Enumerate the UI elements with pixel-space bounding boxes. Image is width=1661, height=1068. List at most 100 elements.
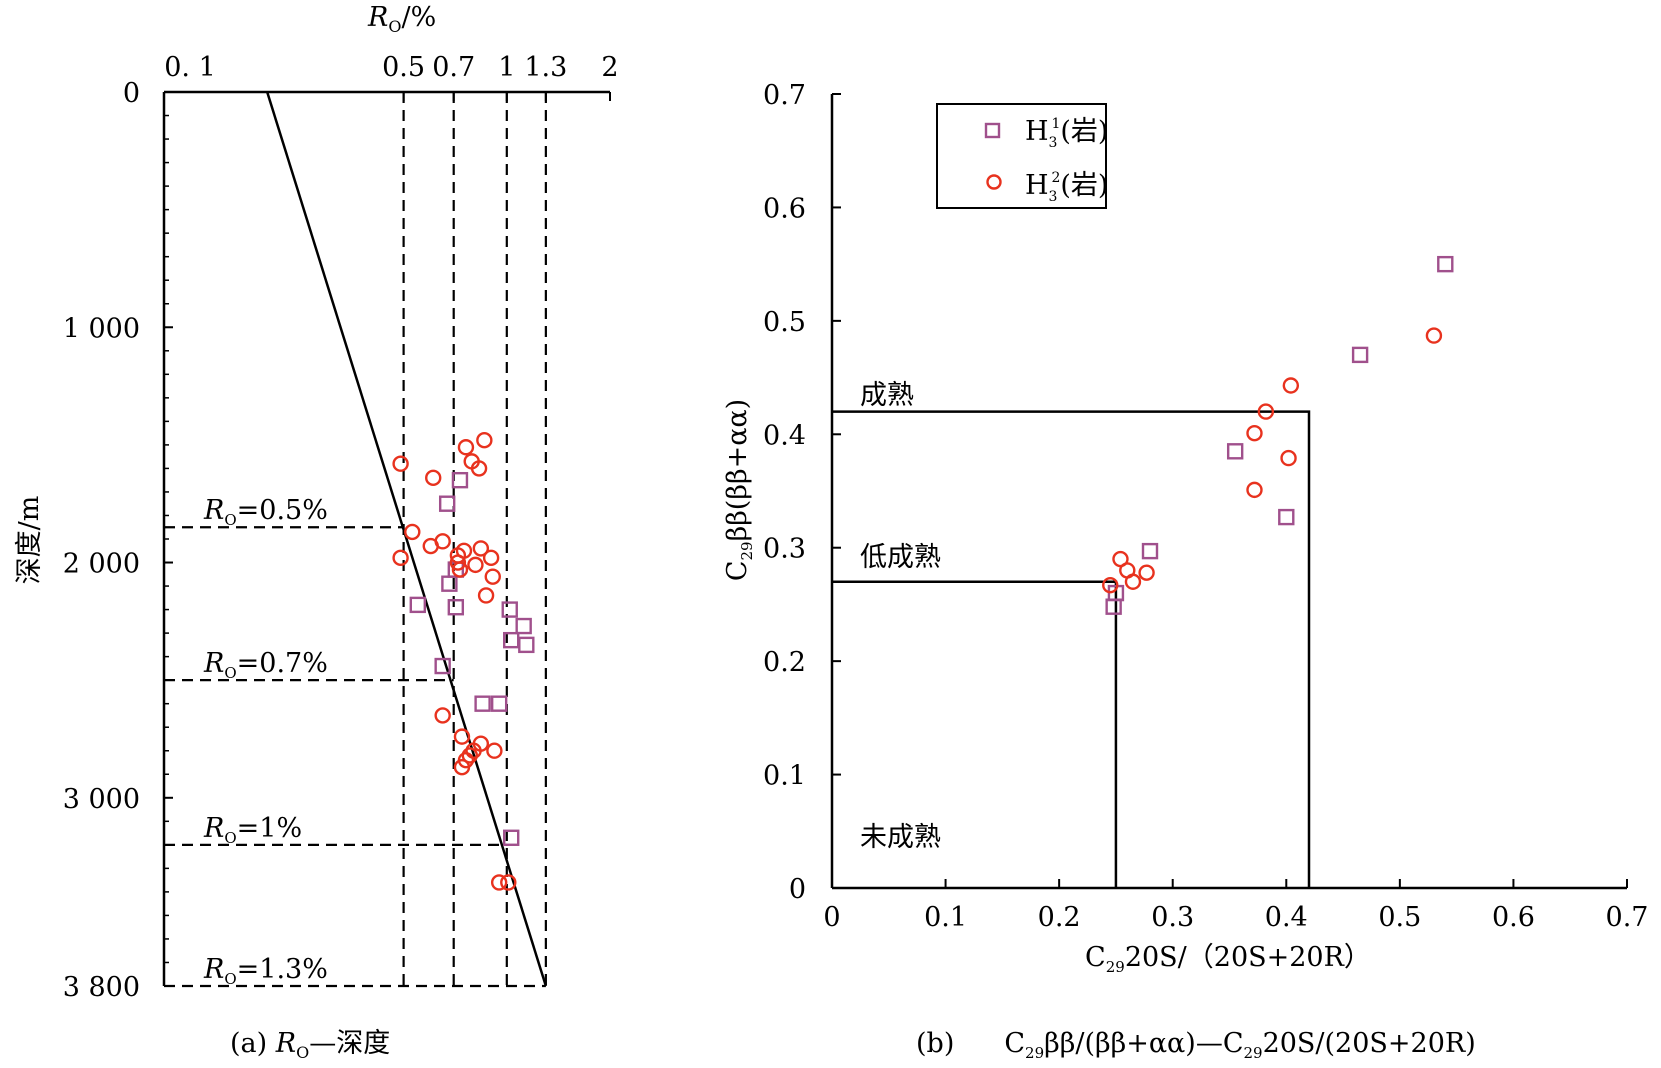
chart-a-point-square: [515, 617, 532, 635]
chart-a-y-tick-label: 1 000: [63, 313, 140, 344]
chart-a-point-circle: [470, 460, 488, 477]
chart-a-point-square: [503, 829, 520, 846]
chart-b-y-tick-label: 0.5: [763, 307, 806, 338]
chart-b-legend: H31(岩) H32(岩): [936, 103, 1108, 209]
chart-a-point-circle: [404, 523, 421, 541]
legend-circle-marker: [986, 174, 1002, 190]
legend-label-h31: H31(岩): [1025, 116, 1108, 151]
chart-b-point-circle: [1282, 377, 1300, 394]
chart-a-point-circle: [500, 874, 517, 891]
chart-b-point-square: [1105, 598, 1122, 615]
chart-b-point-square: [1437, 255, 1454, 273]
chart-a-point-circle: [449, 554, 467, 571]
chart-b-points: [1102, 255, 1454, 615]
chart-a-y-axis-title: 深度/m: [14, 496, 45, 585]
chart-b-point-circle: [1280, 449, 1297, 467]
chart-a-point-circle: [422, 537, 439, 555]
chart-a-threshold-lines: RO=0.5% RO=0.7% RO=1% RO=1.3%: [164, 495, 546, 988]
chart-b-x-axis-title: C2920S/（20S+20R）: [1085, 942, 1371, 976]
chart-b-x-tick-label: 0.3: [1151, 902, 1194, 933]
chart-b-y-tick-label: 0.6: [763, 193, 806, 224]
chart-b-caption: (b) C29ββ/(ββ+αα)—C2920S/(20S+20R): [916, 1028, 1476, 1062]
chart-b-point-circle: [1257, 403, 1275, 420]
legend-square-marker: [984, 122, 1001, 139]
chart-b-point-circle: [1124, 573, 1142, 590]
chart-b-point-square: [1278, 508, 1295, 526]
chart-a-x-tick-label: 0.7: [432, 52, 475, 83]
chart-b-y-axis-title: C29ββ(ββ+αα): [722, 399, 756, 581]
chart-b-x-tick-labels: 0 0.1 0.2 0.3 0.4 0.5 0.6 0.7: [823, 879, 1648, 933]
chart-b-point-square: [1351, 346, 1369, 364]
chart-a-y-tick-label: 0: [123, 78, 140, 109]
zone-label-mature: 成熟: [860, 380, 914, 411]
chart-a-point-square: [490, 695, 508, 712]
chart-a-point-square: [438, 495, 456, 512]
chart-a-point-circle: [476, 431, 493, 449]
chart-b: 0 0.1 0.2 0.3 0.4 0.5 0.6 0.7 0 0.1 0.2 0.3 0.4 0.5 0…: [722, 80, 1648, 1062]
chart-a-point-circle: [392, 455, 409, 472]
chart-a-threshold-label: RO=0.5%: [203, 495, 328, 529]
chart-a-point-square: [434, 657, 451, 675]
chart-a-point-circle: [472, 540, 490, 557]
chart-a-threshold-label: RO=1%: [203, 813, 302, 847]
chart-b-point-circle: [1102, 576, 1119, 594]
chart-b-x-tick-label: 0.6: [1492, 902, 1535, 933]
chart-a-x-tick-label: 1.3: [524, 52, 567, 83]
chart-b-point-square: [1226, 443, 1244, 460]
chart-b-y-tick-labels: 0 0.1 0.2 0.3 0.4 0.5 0.6 0.7: [763, 80, 841, 905]
chart-b-y-tick-label: 0.2: [763, 647, 806, 678]
chart-a-x-tick-label: 1: [498, 52, 515, 83]
chart-a-trend-line: [266, 91, 548, 987]
chart-a-point-square: [409, 596, 427, 614]
chart-a-point-circle: [467, 556, 484, 574]
chart-a-point-square: [451, 471, 469, 489]
chart-a-point-square: [501, 601, 518, 618]
chart-b-x-tick-label: 0.2: [1038, 902, 1081, 933]
chart-b-y-tick-label: 0: [789, 874, 806, 905]
chart-b-point-circle: [1425, 327, 1443, 344]
chart-a-threshold-label: RO=0.7%: [203, 648, 328, 682]
chart-b-point-circle: [1246, 481, 1263, 499]
chart-a-point-circle: [486, 742, 503, 759]
zone-label-immature: 未成熟: [860, 822, 941, 853]
chart-b-x-tick-label: 0.7: [1606, 902, 1649, 933]
chart-b-y-tick-label: 0.1: [763, 761, 806, 792]
chart-a-point-circle: [490, 874, 508, 891]
chart-b-zone-boundary: [832, 410, 1311, 888]
chart-a-point-circle: [451, 561, 469, 578]
chart-a-point-square: [447, 599, 465, 616]
chart-a-point-square: [474, 695, 491, 712]
chart-a-point-circle: [453, 759, 471, 776]
chart-b-y-tick-label: 0.4: [763, 420, 806, 451]
chart-b-zone-boundaries: [832, 410, 1311, 888]
chart-b-point-circle: [1246, 424, 1263, 442]
legend-box: [936, 103, 1107, 209]
chart-a-y-tick-label: 3 800: [63, 972, 140, 1003]
zone-label-low-mature: 低成熟: [860, 542, 941, 573]
chart-a-point-circle: [461, 747, 479, 764]
chart-a-point-square: [441, 575, 458, 592]
chart-a-point-circle: [434, 707, 451, 724]
chart-a-x-tick-label: 0.5: [382, 52, 425, 83]
chart-b-y-tick-label: 0.3: [763, 534, 806, 565]
legend-label-h32: H32(岩): [1025, 170, 1108, 205]
chart-a-point-circle: [453, 728, 471, 745]
chart-a-point-circle: [457, 439, 475, 456]
chart-a-x-tick-label: 0. 1: [164, 52, 216, 83]
chart-a-point-circle: [482, 549, 500, 567]
chart-a-point-square: [518, 636, 535, 654]
chart-a-point-circle: [477, 587, 495, 604]
chart-a-vertical-dashed-lines: [402, 92, 547, 986]
chart-a-caption: (a) RO—深度: [230, 1028, 390, 1062]
chart-a-y-tick-label: 2 000: [63, 549, 140, 580]
chart-a-y-tick-label: 3 000: [63, 784, 140, 815]
chart-b-x-tick-label: 0.1: [924, 902, 967, 933]
chart-b-x-tick-label: 0.5: [1378, 902, 1421, 933]
chart-b-y-tick-label: 0.7: [763, 80, 806, 111]
chart-a: RO/% 0. 1 0.5 0.7 1 1.3 2 0 1 000 2 000 3 000 3 8…: [14, 2, 619, 1062]
chart-a-x-axis-title: RO/%: [367, 2, 436, 36]
chart-a-x-tick-label: 2: [601, 52, 618, 83]
chart-b-point-square: [1141, 542, 1159, 560]
chart-a-points: [392, 431, 535, 891]
